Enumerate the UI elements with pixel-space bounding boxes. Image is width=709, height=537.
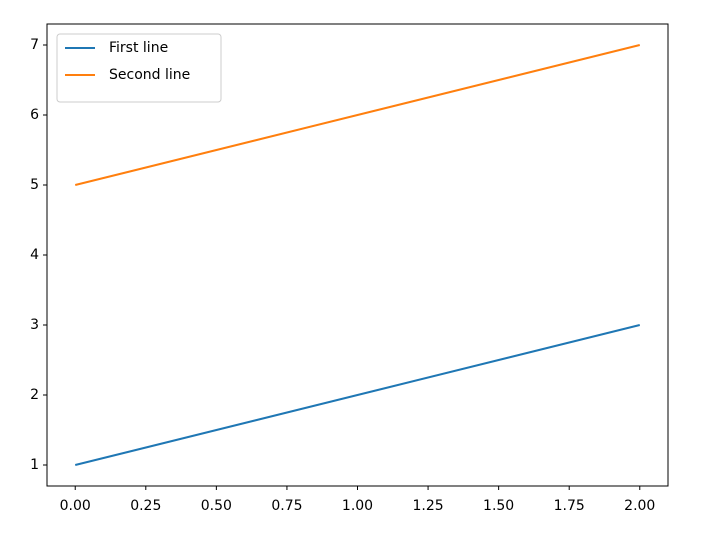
data-line	[74, 324, 641, 466]
x-tick-label: 1.25	[412, 498, 443, 514]
data-line	[74, 44, 641, 186]
x-tick-label: 1.50	[483, 498, 514, 514]
legend-label: First line	[109, 40, 168, 56]
legend-label: Second line	[109, 67, 190, 83]
y-tick-label: 4	[30, 247, 39, 263]
x-tick-label: 1.75	[554, 498, 585, 514]
y-tick-label: 2	[30, 387, 39, 403]
y-tick-label: 7	[30, 37, 39, 53]
y-tick-label: 1	[30, 457, 39, 473]
y-tick-label: 5	[30, 177, 39, 193]
x-tick-label: 1.00	[342, 498, 373, 514]
x-tick-label: 0.00	[60, 498, 91, 514]
legend-box	[56, 33, 222, 103]
y-tick-label: 3	[30, 317, 39, 333]
x-tick-label: 0.25	[130, 498, 161, 514]
x-tick-label: 0.50	[201, 498, 232, 514]
plot-frame	[46, 23, 669, 487]
y-tick-label: 6	[30, 107, 39, 123]
x-tick-label: 2.00	[624, 498, 655, 514]
x-tick-label: 0.75	[271, 498, 302, 514]
